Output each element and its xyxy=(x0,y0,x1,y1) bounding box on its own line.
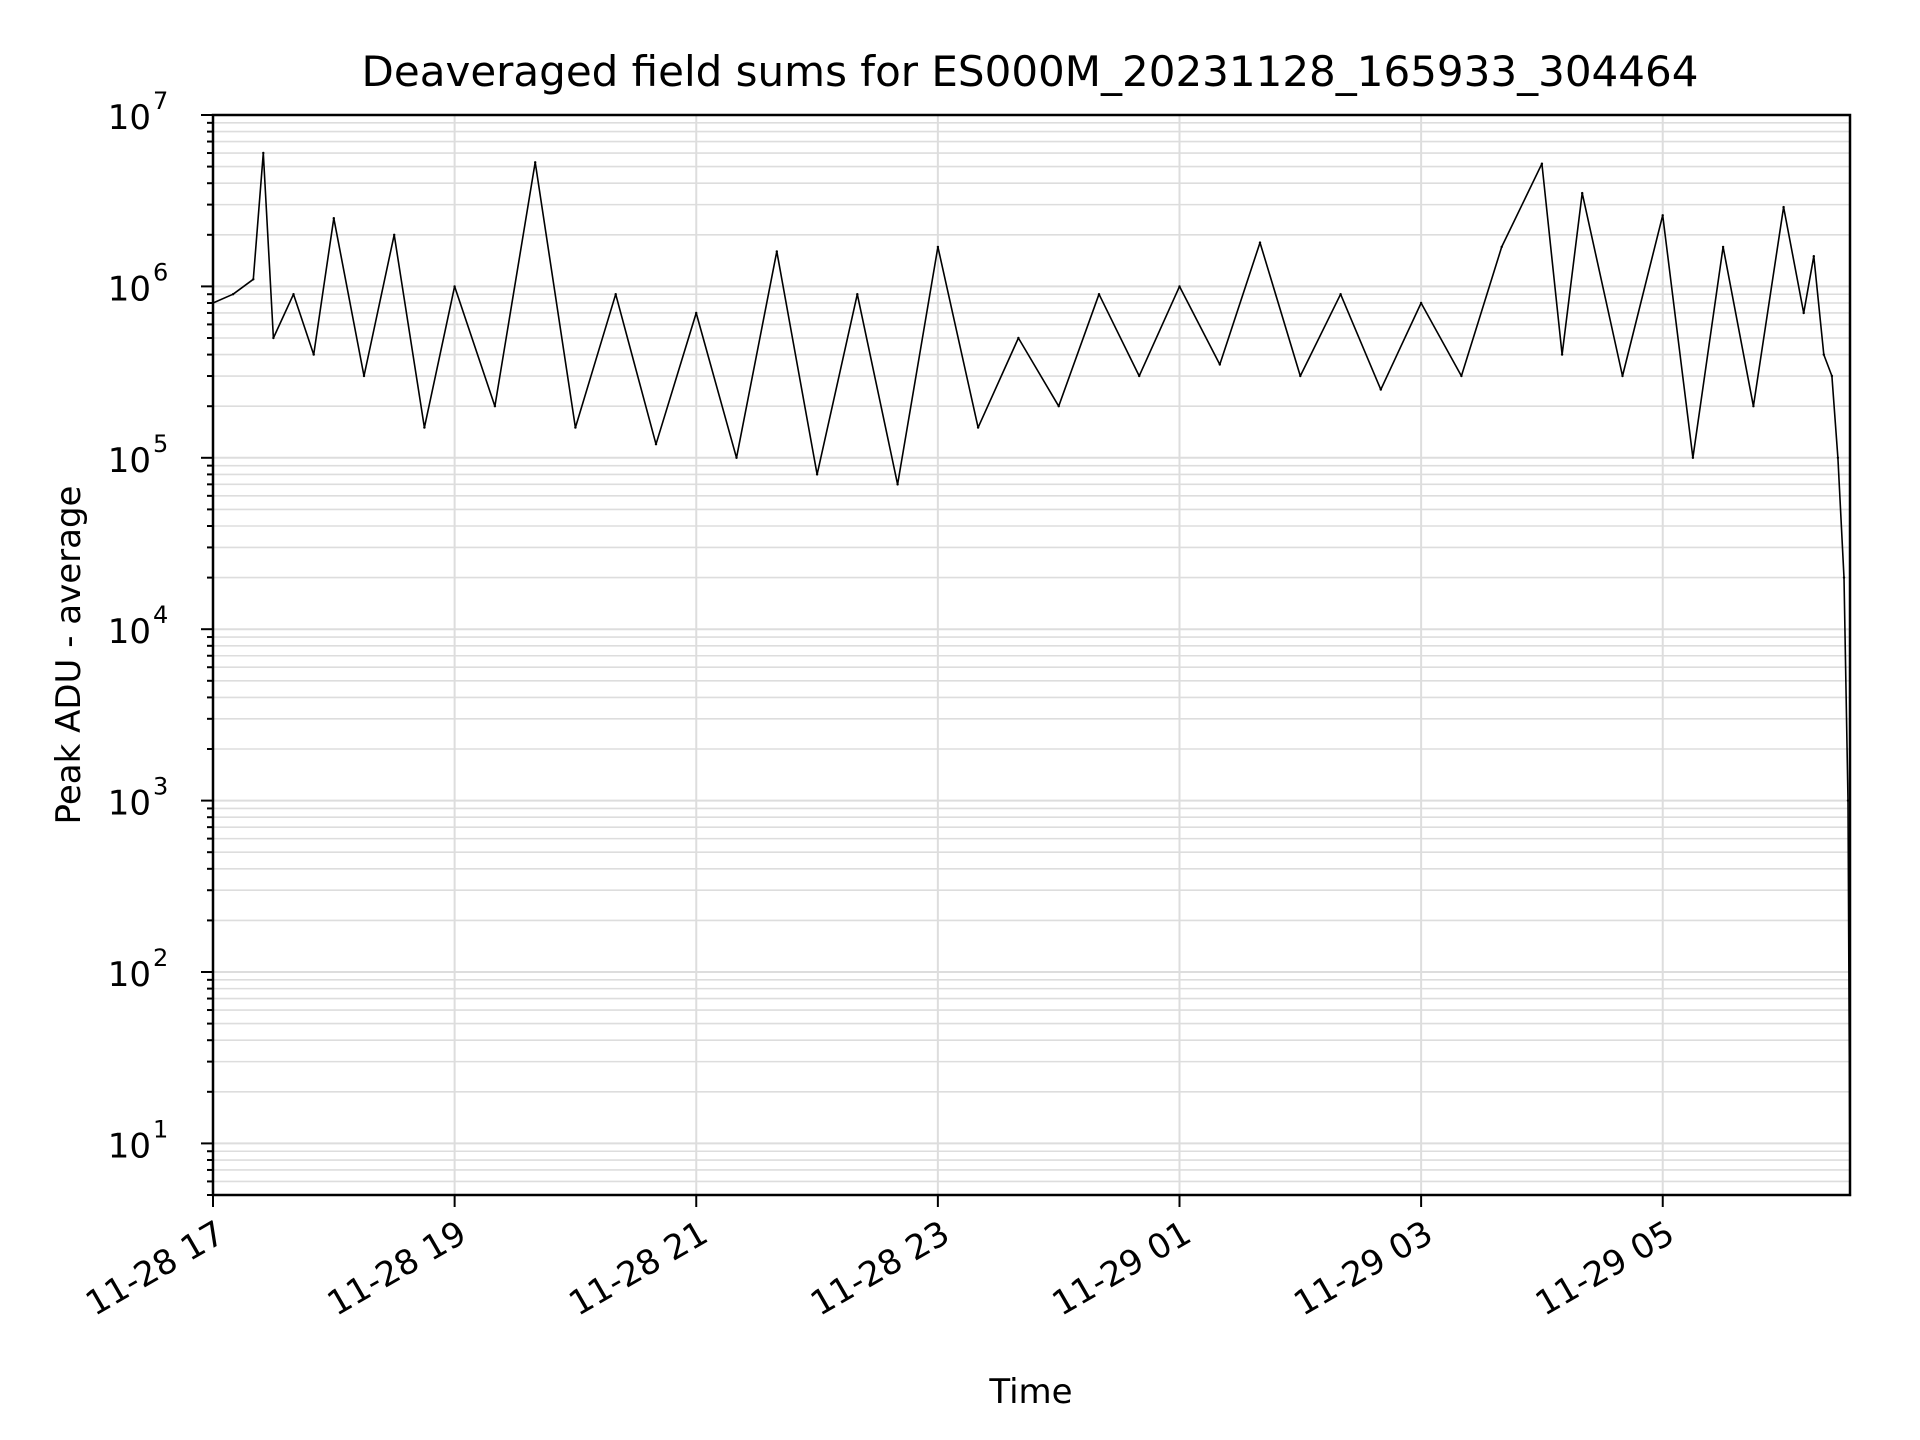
data-point xyxy=(1822,353,1826,356)
data-point xyxy=(1379,388,1383,391)
data-point xyxy=(534,161,537,164)
data-point xyxy=(1258,241,1262,244)
data-point xyxy=(1419,301,1423,305)
y-tick-label: 10 xyxy=(108,441,151,481)
y-tick-exponent: 4 xyxy=(153,601,168,629)
data-point xyxy=(423,426,426,429)
y-tick-exponent: 5 xyxy=(153,430,168,458)
data-layer xyxy=(211,151,1852,1197)
data-point xyxy=(976,426,980,429)
data-point xyxy=(1138,374,1141,378)
data-point xyxy=(1560,353,1564,356)
x-tick-label: 11-29 03 xyxy=(1287,1213,1439,1324)
data-point xyxy=(312,353,315,356)
y-tick-label: 10 xyxy=(108,612,151,652)
y-tick-label: 10 xyxy=(108,269,151,309)
data-point xyxy=(1802,311,1805,315)
y-tick-label: 10 xyxy=(108,955,151,995)
data-point xyxy=(262,151,265,155)
data-point xyxy=(1097,293,1101,296)
data-point xyxy=(1842,576,1846,579)
data-point xyxy=(453,285,456,288)
y-tick-exponent: 3 xyxy=(153,773,168,801)
x-tick-label: 11-29 05 xyxy=(1529,1213,1681,1324)
data-point xyxy=(1540,162,1544,165)
data-point xyxy=(1836,456,1840,459)
data-point xyxy=(1812,255,1816,258)
data-point xyxy=(231,293,235,296)
y-tick-label: 10 xyxy=(108,98,151,138)
data-point xyxy=(272,336,275,340)
data-point xyxy=(775,250,778,253)
x-tick-label: 11-28 19 xyxy=(321,1213,473,1324)
data-point xyxy=(1178,285,1181,288)
data-point xyxy=(896,483,899,486)
data-point xyxy=(1581,191,1584,195)
data-point xyxy=(1500,245,1503,249)
y-tick-exponent: 6 xyxy=(153,258,168,286)
data-point xyxy=(735,456,738,459)
grid-layer xyxy=(212,114,1850,1196)
data-point xyxy=(1721,245,1725,249)
x-tick-label: 11-28 17 xyxy=(79,1213,231,1324)
data-series-line xyxy=(212,152,1851,1196)
y-tick-label: 10 xyxy=(108,1126,151,1166)
data-point xyxy=(1830,374,1834,378)
chart-title: Deaveraged field sums for ES000M_2023112… xyxy=(362,47,1699,96)
x-axis-label: Time xyxy=(988,1372,1072,1412)
data-point xyxy=(654,443,658,446)
x-tick-label: 11-28 23 xyxy=(804,1213,956,1324)
data-point xyxy=(393,233,396,236)
data-point xyxy=(1661,214,1664,217)
y-axis-label: Peak ADU - average xyxy=(49,486,89,825)
data-point xyxy=(1218,363,1222,366)
data-point xyxy=(1621,374,1624,378)
y-tick-label: 10 xyxy=(108,784,151,824)
data-point xyxy=(1752,405,1755,408)
data-point xyxy=(252,278,255,281)
data-point xyxy=(1057,405,1060,408)
data-point xyxy=(1460,374,1463,378)
data-point xyxy=(815,473,819,476)
data-point xyxy=(362,374,366,378)
x-tick-label: 11-29 01 xyxy=(1046,1213,1198,1324)
data-point xyxy=(1846,799,1850,802)
data-point xyxy=(574,426,577,429)
data-point xyxy=(695,311,698,315)
y-tick-exponent: 1 xyxy=(153,1115,168,1143)
y-tick-exponent: 7 xyxy=(153,87,168,115)
data-point xyxy=(1299,374,1302,378)
data-point xyxy=(1339,293,1342,296)
data-point xyxy=(856,293,859,296)
data-point xyxy=(332,217,335,220)
data-point xyxy=(493,405,497,408)
data-point xyxy=(936,245,940,249)
data-point xyxy=(1782,205,1785,209)
x-tick-label: 11-28 21 xyxy=(562,1213,714,1324)
data-point xyxy=(292,293,295,296)
data-point xyxy=(1017,336,1020,340)
y-tick-exponent: 2 xyxy=(153,944,168,972)
data-point xyxy=(1691,456,1695,459)
data-point xyxy=(614,293,617,296)
